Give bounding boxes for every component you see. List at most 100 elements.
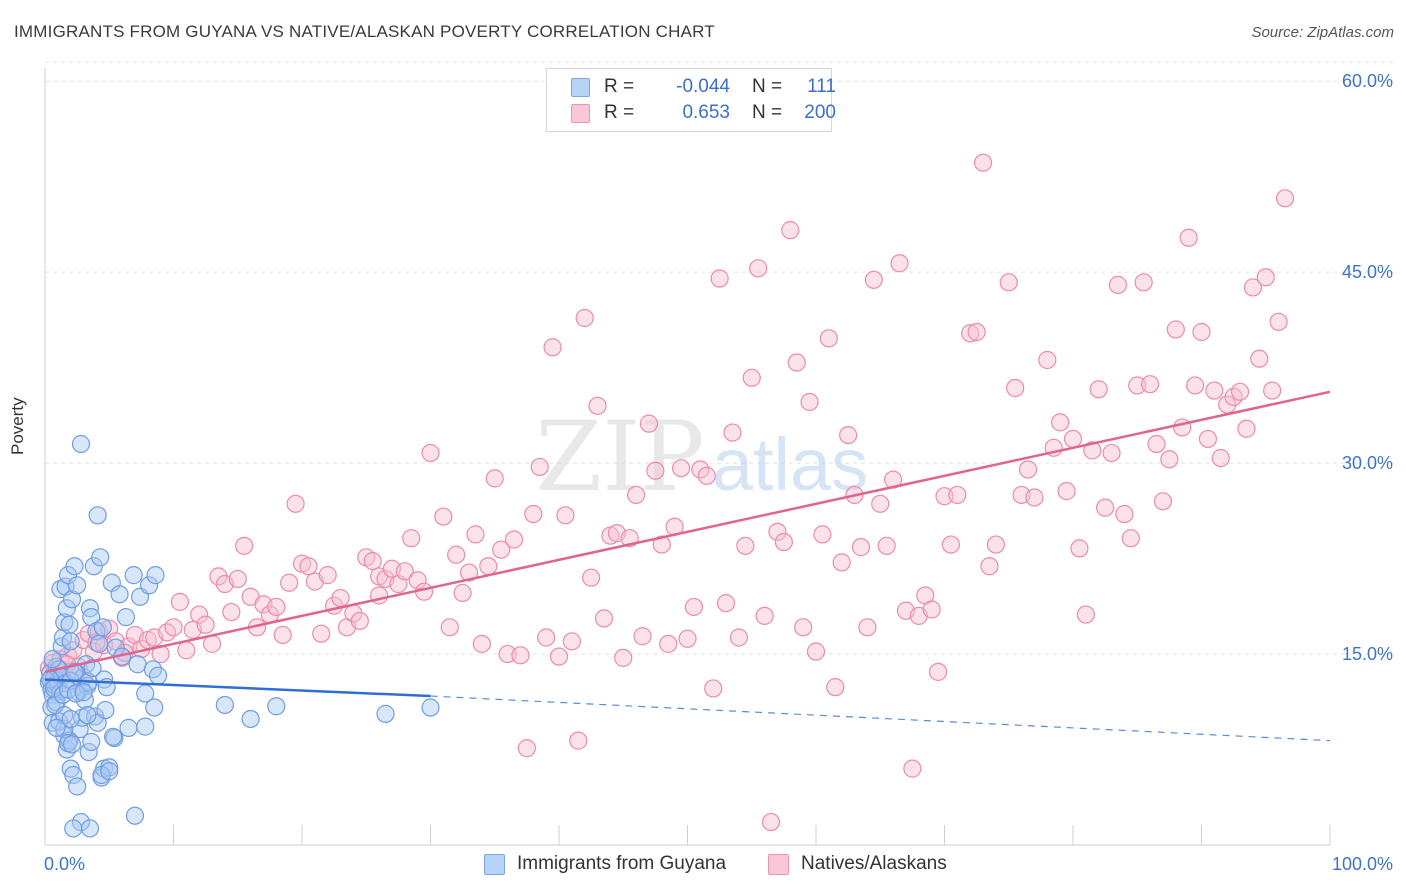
guyana-point	[145, 698, 164, 717]
natives-alaskans-point	[421, 443, 440, 463]
natives-alaskans-point	[903, 759, 922, 778]
natives-alaskans-point	[890, 254, 909, 273]
natives-alaskans-point	[1185, 376, 1205, 395]
natives-alaskans-point	[729, 628, 749, 647]
guyana-point	[100, 762, 119, 781]
natives-alaskans-point	[1269, 312, 1288, 331]
axes	[44, 68, 1331, 846]
guyana-trend-line	[44, 678, 431, 698]
bottom-legend-swatch-pink	[768, 853, 789, 875]
natives-alaskans-point	[299, 557, 318, 576]
guyana-point	[124, 566, 143, 585]
guyana-point	[66, 684, 85, 703]
natives-alaskans-point	[395, 562, 414, 581]
natives-alaskans-point	[1198, 429, 1218, 449]
legend-r-value: 0.653	[682, 102, 730, 123]
natives-alaskans-point	[716, 594, 736, 613]
natives-alaskans-point	[1230, 382, 1250, 401]
natives-alaskans-point	[922, 600, 941, 619]
natives-alaskans-point	[190, 605, 209, 624]
natives-alaskans-point	[1160, 450, 1179, 469]
natives-alaskans-point	[819, 329, 838, 348]
guyana-point	[88, 506, 107, 525]
natives-alaskans-point	[549, 647, 569, 666]
y-tick-label: 15.0%	[1342, 644, 1393, 664]
guyana-point	[65, 557, 84, 576]
natives-alaskans-point	[562, 632, 581, 651]
y-tick-label: 45.0%	[1342, 262, 1393, 282]
natives-alaskans-point	[980, 557, 999, 576]
guyana-point	[74, 683, 93, 702]
natives-alaskans-point	[222, 602, 241, 622]
guyana-point	[136, 717, 155, 736]
natives-alaskans-point	[498, 644, 517, 664]
natives-alaskans-point	[1128, 376, 1147, 395]
natives-alaskans-point	[524, 504, 543, 524]
y-tick-label: 30.0%	[1342, 453, 1393, 473]
natives-alaskans-point	[1192, 322, 1211, 342]
natives-alaskans-point	[684, 597, 704, 617]
natives-alaskans-point	[588, 396, 607, 415]
guyana-point	[84, 557, 103, 576]
bottom-legend-swatch-blue	[484, 853, 505, 875]
natives-alaskans-points	[39, 153, 1295, 832]
legend-n-value: 111	[807, 76, 836, 97]
natives-alaskans-point	[768, 522, 787, 541]
guyana-point	[139, 576, 159, 595]
natives-alaskans-point	[652, 535, 671, 554]
natives-alaskans-point	[582, 568, 601, 587]
guyana-point	[82, 608, 101, 627]
natives-alaskans-point	[530, 457, 549, 477]
guyana-point	[100, 758, 119, 777]
natives-alaskans-point	[858, 618, 877, 637]
natives-alaskans-point	[511, 646, 530, 665]
guyana-point	[64, 765, 83, 785]
guyana-point	[68, 576, 87, 595]
natives-alaskans-point	[614, 648, 633, 667]
natives-alaskans-point	[1205, 381, 1224, 400]
guyana-point	[80, 819, 100, 838]
guyana-point	[75, 690, 94, 709]
guyana-point	[93, 618, 112, 637]
natives-alaskans-point	[447, 545, 466, 564]
x-tick-label: 100.0%	[1332, 854, 1393, 874]
natives-alaskans-point	[723, 423, 742, 442]
natives-alaskans-point	[1140, 375, 1160, 394]
guyana-point	[47, 718, 66, 737]
natives-alaskans-point	[646, 461, 665, 480]
natives-alaskans-point	[1121, 529, 1140, 548]
guyana-point	[68, 777, 87, 796]
bottom-legend-label-natives: Natives/Alaskans	[801, 853, 947, 874]
natives-alaskans-point	[235, 536, 254, 555]
natives-alaskans-point	[973, 153, 993, 172]
natives-alaskans-point	[350, 611, 369, 631]
guyana-point	[60, 615, 79, 634]
natives-alaskans-point	[164, 618, 183, 637]
natives-alaskans-point	[472, 634, 491, 653]
guyana-point	[376, 704, 395, 723]
tick-labels: 15.0% 30.0% 45.0% 60.0% 0.0% 100.0%	[44, 71, 1393, 874]
legend-swatch-blue	[571, 77, 590, 97]
guyana-point	[43, 650, 62, 669]
legend-r-value: -0.044	[676, 76, 730, 97]
natives-alaskans-point	[1115, 504, 1134, 524]
guyana-point	[70, 720, 89, 739]
natives-alaskans-point	[492, 540, 511, 559]
natives-alaskans-point	[704, 679, 723, 698]
natives-alaskans-point	[331, 588, 350, 608]
legend-n-label: N =	[752, 102, 783, 123]
guyana-point	[61, 709, 80, 729]
guyana-point	[421, 698, 440, 717]
natives-alaskans-point	[1006, 378, 1025, 398]
natives-alaskans-point	[626, 485, 646, 505]
guyana-point	[91, 548, 110, 567]
natives-alaskans-point	[177, 641, 196, 660]
bottom-legend-label-guyana: Immigrants from Guyana	[517, 853, 727, 874]
natives-alaskans-point	[749, 259, 768, 278]
natives-alaskans-point	[228, 569, 247, 589]
natives-alaskans-point	[485, 469, 504, 488]
legend-r-label: R =	[604, 76, 635, 97]
natives-alaskans-point	[961, 324, 980, 343]
natives-alaskans-point	[839, 425, 858, 445]
natives-alaskans-point	[986, 535, 1006, 554]
